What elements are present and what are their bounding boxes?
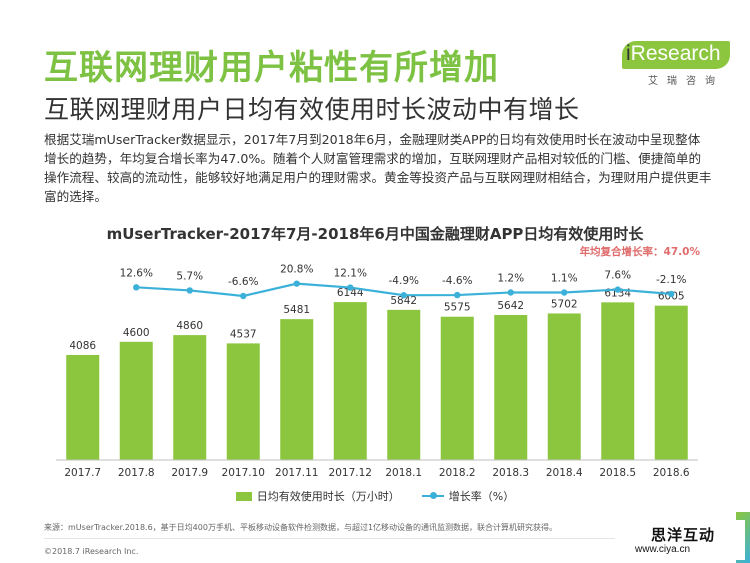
bar-value-label: 6144 [337, 287, 364, 299]
growth-point [561, 289, 568, 296]
x-tick-label: 2018.2 [439, 467, 476, 479]
legend-item-line: 增长率（%） [421, 488, 515, 504]
x-tick-label: 2017.7 [64, 467, 101, 479]
page-title: 互联网理财用户粘性有所增加 [44, 48, 499, 88]
bar-value-label: 5842 [390, 295, 417, 307]
bar-2018.6 [654, 305, 688, 460]
bar-value-label: 4537 [230, 328, 257, 340]
growth-point [507, 289, 514, 296]
bar-2018.4 [547, 313, 581, 460]
logo-badge [622, 41, 730, 69]
watermark: 思洋互动 www.ciya.cn [615, 520, 745, 560]
legend-line-swatch [421, 492, 444, 499]
growth-point [293, 280, 300, 287]
legend-bar-label: 日均有效使用时长（万小时） [256, 490, 400, 503]
x-tick-label: 2018.5 [599, 467, 636, 479]
x-tick-label: 2017.10 [222, 467, 265, 479]
x-tick-label: 2017.12 [329, 467, 372, 479]
growth-value-label: 1.2% [497, 272, 524, 284]
growth-value-label: -4.9% [389, 275, 419, 287]
growth-point [614, 286, 621, 293]
growth-value-label: 12.6% [120, 267, 153, 279]
growth-value-label: 1.1% [551, 273, 578, 285]
x-tick-label: 2017.8 [118, 467, 155, 479]
x-tick-label: 2018.1 [385, 467, 422, 479]
growth-point [347, 284, 354, 291]
growth-value-label: 5.7% [176, 270, 203, 282]
footer-divider [44, 538, 624, 539]
chart-title: mUserTracker-2017年7月-2018年6月中国金融理财APP日均有… [106, 225, 644, 243]
growth-value-label: -2.1% [656, 274, 686, 286]
bar-2018.3 [494, 315, 528, 460]
bar-2017.9 [173, 335, 207, 460]
growth-value-label: 7.6% [604, 270, 631, 282]
bar-2017.10 [226, 343, 260, 460]
chart-legend: 日均有效使用时长（万小时） 增长率（%） [0, 488, 750, 504]
x-tick-label: 2018.6 [653, 467, 690, 479]
x-tick-labels: 2017.7 2017.8 2017.9 2017.10 2017.11 2017.12 2… [64, 467, 690, 479]
x-tick-label: 2018.4 [546, 467, 583, 479]
iresearch-logo: iResearch 艾瑞咨询 [616, 38, 736, 88]
bar-value-label: 5575 [444, 302, 471, 314]
x-tick-label: 2018.3 [492, 467, 529, 479]
bar-value-label: 5481 [283, 304, 310, 316]
logo-main-text: Research [630, 42, 721, 65]
bar-labels: 4086 4600 4860 4537 5481 6144 5842 5575 5642 5702… [69, 287, 684, 352]
growth-point [400, 292, 407, 299]
description-paragraph: 根据艾瑞mUserTracker数据显示，2017年7月到2018年6月，金融理… [44, 132, 712, 204]
growth-point [668, 290, 675, 298]
logo-chinese-name: 艾瑞咨询 [648, 76, 724, 87]
bar-value-label: 4860 [176, 320, 203, 332]
bar-value-label: 5702 [551, 298, 578, 310]
growth-value-label: -6.6% [228, 276, 258, 288]
growth-labels: 12.6% 5.7% -6.6% 20.8% 12.1% -4.9% -4.6% 1.2% 1.… [120, 264, 687, 288]
bar-value-label: 5642 [497, 300, 524, 312]
bar-2017.11 [280, 319, 314, 460]
legend-item-bar: 日均有效使用时长（万小时） [235, 488, 400, 504]
watermark-name: 思洋互动 [651, 526, 716, 544]
bar-2018.2 [440, 316, 474, 460]
growth-value-label: 20.8% [280, 264, 313, 276]
bar-series [66, 302, 688, 460]
logo-wordmark: iResearch [626, 42, 721, 66]
growth-point [240, 292, 247, 300]
watermark-url: www.ciya.cn [635, 544, 691, 555]
legend-line-label: 增长率（%） [448, 490, 515, 503]
bar-2017.8 [119, 341, 153, 460]
growth-point [133, 284, 140, 291]
bar-2018.1 [387, 309, 421, 460]
bar-2018.5 [601, 302, 635, 460]
page-subtitle: 互联网理财用户日均有效使用时长波动中有增长 [44, 95, 580, 124]
growth-point [186, 287, 193, 294]
growth-line-series [133, 280, 675, 300]
x-tick-label: 2017.9 [171, 467, 208, 479]
cagr-annotation: 年均复合增长率：47.0% [579, 246, 700, 258]
bar-2017.12 [333, 302, 367, 460]
legend-bar-swatch [235, 491, 252, 501]
source-note: 来源：mUserTracker.2018.6，基于日均400万手机、平板移动设备… [44, 523, 558, 532]
bar-2017.7 [66, 354, 100, 460]
growth-value-label: -4.6% [442, 275, 472, 287]
logo-prefix: i [626, 42, 631, 65]
bar-value-label: 4086 [69, 340, 96, 352]
x-tick-label: 2017.11 [275, 467, 318, 479]
growth-point [454, 291, 461, 299]
bar-value-label: 4600 [123, 327, 150, 339]
growth-value-label: 12.1% [334, 268, 367, 280]
copyright: ©2018.7 iResearch Inc. [44, 547, 139, 556]
